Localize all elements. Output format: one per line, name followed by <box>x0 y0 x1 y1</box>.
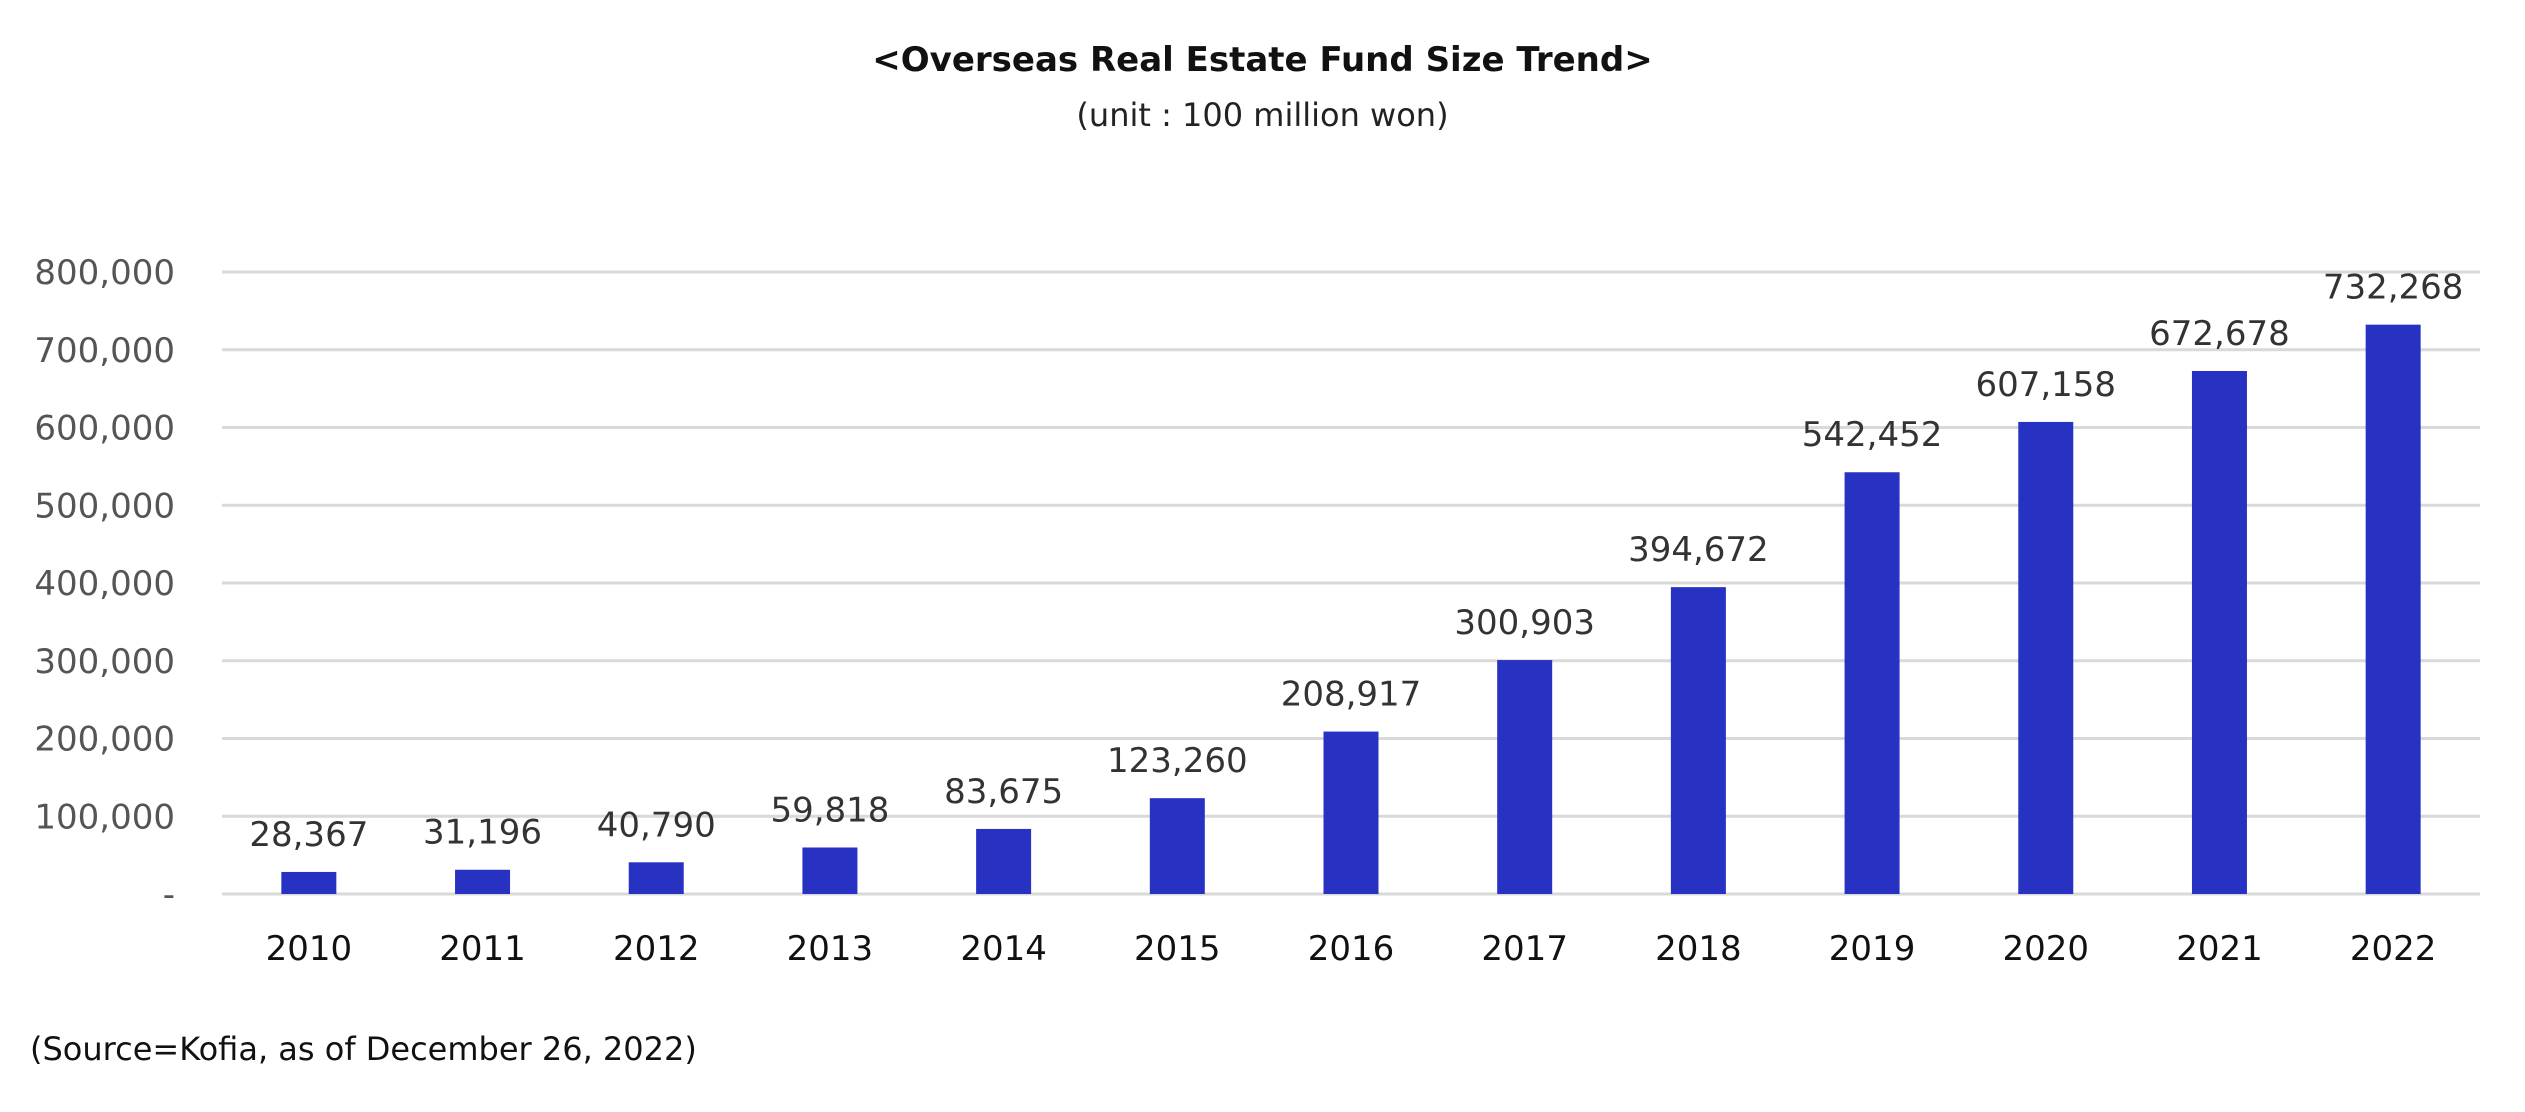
bar-2010 <box>281 871 337 894</box>
data-label-2012: 40,790 <box>597 805 716 845</box>
x-tick-label: 2016 <box>1308 929 1395 969</box>
x-tick-label: 2015 <box>1134 929 1221 969</box>
bar-2011 <box>455 869 511 894</box>
bar-2015 <box>1149 798 1205 894</box>
data-label-2022: 732,268 <box>2323 268 2464 308</box>
y-tick-label: 400,000 <box>34 564 175 604</box>
x-tick-label: 2013 <box>787 929 874 969</box>
data-label-2014: 83,675 <box>944 772 1063 812</box>
x-tick-label: 2018 <box>1655 929 1742 969</box>
data-label-2013: 59,818 <box>770 790 889 830</box>
data-label-2020: 607,158 <box>1975 365 2116 405</box>
data-label-2018: 394,672 <box>1628 530 1769 570</box>
y-tick-label: 700,000 <box>34 331 175 371</box>
bar-2019 <box>1844 472 1900 894</box>
bar-2013 <box>802 847 858 894</box>
data-labels: 28,367 31,196 40,790 59,818 83,675 123,260 208… <box>249 268 2463 855</box>
x-tick-label: 2012 <box>613 929 700 969</box>
data-label-2019: 542,452 <box>1802 415 1943 455</box>
data-label-2017: 300,903 <box>1454 603 1595 643</box>
bar-2021 <box>2191 370 2247 894</box>
y-tick-label: 300,000 <box>34 642 175 682</box>
data-label-2010: 28,367 <box>249 815 368 855</box>
x-tick-label: 2017 <box>1481 929 1568 969</box>
bar-2017 <box>1497 660 1553 894</box>
data-label-2021: 672,678 <box>2149 314 2290 354</box>
data-label-2016: 208,917 <box>1281 675 1422 715</box>
bar-2022 <box>2365 324 2421 894</box>
x-tick-label: 2014 <box>960 929 1047 969</box>
x-axis-ticks: 2010 2011 2012 2013 2014 2015 2016 2017 2018 2019… <box>266 929 2437 969</box>
x-tick-label: 2019 <box>1829 929 1916 969</box>
x-tick-label: 2010 <box>266 929 353 969</box>
x-tick-label: 2022 <box>2350 929 2437 969</box>
y-tick-label: 100,000 <box>34 797 175 837</box>
y-axis-ticks: - 100,000 200,000 300,000 400,000 500,000 600,… <box>34 253 175 915</box>
chart-title: <Overseas Real Estate Fund Size Trend> <box>872 40 1653 80</box>
y-tick-label: - <box>163 875 175 915</box>
chart-subtitle: (unit : 100 million won) <box>1076 96 1449 134</box>
data-label-2015: 123,260 <box>1107 741 1248 781</box>
y-tick-label: 800,000 <box>34 253 175 293</box>
y-tick-label: 600,000 <box>34 409 175 449</box>
x-tick-label: 2020 <box>2003 929 2090 969</box>
chart-source-note: (Source=Kofia, as of December 26, 2022) <box>30 1030 697 1068</box>
y-tick-label: 200,000 <box>34 720 175 760</box>
bar-2018 <box>1670 587 1726 894</box>
bar-2020 <box>2018 421 2074 894</box>
bar-2014 <box>976 828 1032 894</box>
bars <box>281 324 2421 894</box>
x-tick-label: 2021 <box>2176 929 2263 969</box>
bar-2012 <box>628 862 684 894</box>
bar-2016 <box>1323 731 1379 894</box>
y-tick-label: 500,000 <box>34 486 175 526</box>
x-tick-label: 2011 <box>439 929 526 969</box>
data-label-2011: 31,196 <box>423 813 542 853</box>
